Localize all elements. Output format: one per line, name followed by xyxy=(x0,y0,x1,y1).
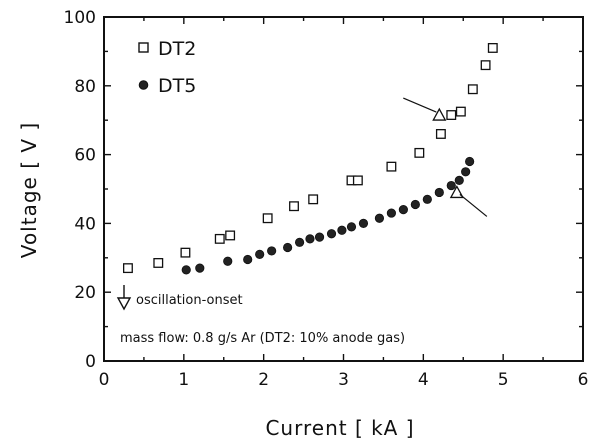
point-dt5 xyxy=(434,187,444,198)
point-dt2 xyxy=(487,43,498,53)
point-dt5 xyxy=(410,199,420,210)
point-dt5 xyxy=(346,222,357,232)
onset-legend-arrow-icon xyxy=(116,297,132,311)
y-tick-label: 0 xyxy=(85,352,96,372)
point-dt5 xyxy=(337,225,347,235)
y-axis-title: Voltage [ V ] xyxy=(17,122,41,258)
point-dt2 xyxy=(352,175,363,186)
plot-frame xyxy=(103,16,584,362)
onset-leader-dt2 xyxy=(403,97,437,113)
point-dt5 xyxy=(294,237,305,247)
legend-label-dt5: DT5 xyxy=(158,75,196,97)
data-series xyxy=(123,43,498,275)
legend-marker-dt2 xyxy=(138,42,149,53)
x-axis-title: Current [ kA ] xyxy=(265,416,414,440)
x-tick-label: 4 xyxy=(418,370,429,390)
y-tick-label: 20 xyxy=(74,283,96,303)
point-dt5 xyxy=(267,246,277,256)
x-tick-label: 6 xyxy=(578,370,589,390)
x-tick-label: 1 xyxy=(178,370,189,390)
point-dt5 xyxy=(386,208,396,218)
point-dt5 xyxy=(358,218,369,228)
point-dt2 xyxy=(467,84,478,95)
point-dt2 xyxy=(262,213,273,224)
point-dt5 xyxy=(314,232,325,242)
x-tick-labels: 0 1 2 3 4 5 6 xyxy=(99,370,589,390)
point-dt5 xyxy=(422,194,432,204)
point-dt2 xyxy=(386,161,397,172)
point-dt2 xyxy=(414,147,425,158)
point-dt2 xyxy=(180,247,191,258)
point-dt5 xyxy=(283,242,293,253)
onset-marker-dt2 xyxy=(432,107,447,121)
point-dt5 xyxy=(461,167,471,177)
point-dt5 xyxy=(446,180,456,191)
point-dt2 xyxy=(308,194,319,205)
point-dt2 xyxy=(289,201,299,212)
point-dt5 xyxy=(181,265,191,275)
onset-markers xyxy=(403,97,488,217)
y-tick-label: 100 xyxy=(64,8,96,28)
point-dt5 xyxy=(195,263,205,273)
point-dt5 xyxy=(465,156,475,167)
point-dt5 xyxy=(223,256,233,266)
point-dt5 xyxy=(454,175,464,185)
point-dt2 xyxy=(214,233,225,244)
point-dt5 xyxy=(326,229,337,239)
onset-leader-dt5 xyxy=(459,193,488,217)
point-dt5 xyxy=(374,213,385,223)
y-tick-label: 60 xyxy=(74,146,96,166)
point-dt5 xyxy=(243,254,253,265)
point-dt2 xyxy=(153,258,164,268)
point-dt2 xyxy=(455,106,466,117)
point-dt5 xyxy=(305,234,315,244)
legend-label-dt2: DT2 xyxy=(158,38,196,60)
axis-ticks xyxy=(103,16,584,362)
x-tick-label: 5 xyxy=(498,370,509,390)
y-tick-label: 40 xyxy=(74,214,96,234)
point-dt2 xyxy=(480,60,491,71)
point-dt5 xyxy=(398,205,408,215)
legend-marker-dt5 xyxy=(138,80,149,90)
point-dt2 xyxy=(123,263,133,274)
point-dt2 xyxy=(225,230,236,241)
x-tick-label: 0 xyxy=(99,370,110,390)
x-tick-label: 3 xyxy=(338,370,349,390)
onset-legend: oscillation-onset xyxy=(116,285,243,311)
point-dt2 xyxy=(435,129,446,139)
y-tick-labels: 0 20 40 60 80 100 xyxy=(64,8,96,372)
y-tick-label: 80 xyxy=(74,77,96,97)
point-dt2 xyxy=(446,110,457,120)
x-tick-label: 2 xyxy=(258,370,269,390)
legend: DT2 DT5 xyxy=(138,38,196,97)
mass-flow-annotation: mass flow: 0.8 g/s Ar (DT2: 10% anode ga… xyxy=(120,331,405,346)
point-dt5 xyxy=(255,249,265,259)
onset-label: oscillation-onset xyxy=(136,293,243,308)
